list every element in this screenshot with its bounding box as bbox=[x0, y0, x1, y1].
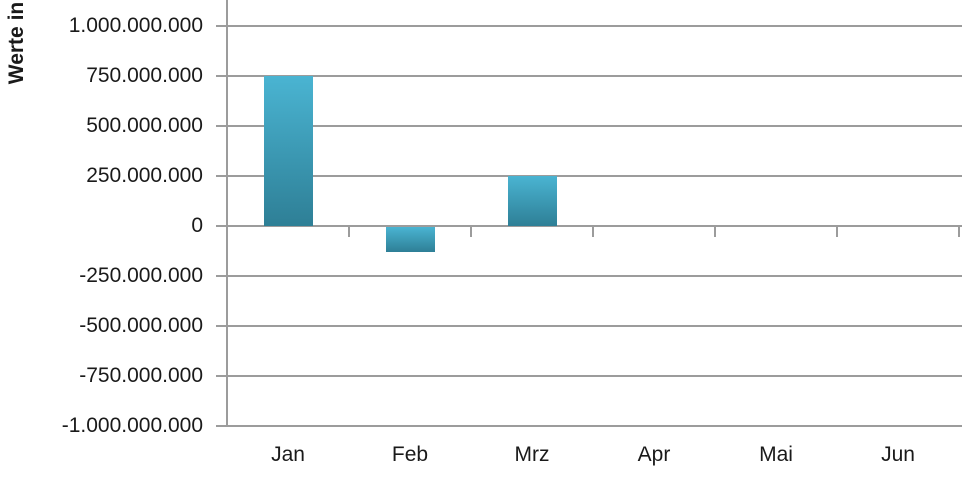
x-tick-label: Jan bbox=[271, 443, 305, 466]
x-tick-label: Mai bbox=[759, 443, 793, 466]
y-tick-label: -750.000.000 bbox=[79, 364, 203, 387]
x-tick-label: Jun bbox=[881, 443, 915, 466]
x-tick-label: Apr bbox=[637, 443, 671, 466]
y-tick-label: -250.000.000 bbox=[79, 264, 203, 287]
y-axis-tick bbox=[216, 175, 226, 177]
y-tick-label: 250.000.000 bbox=[86, 164, 203, 187]
bar-jan bbox=[264, 76, 313, 226]
x-axis-tick bbox=[958, 226, 960, 237]
x-axis-tick bbox=[836, 226, 838, 237]
y-axis-tick bbox=[216, 275, 226, 277]
gridline bbox=[226, 175, 962, 177]
y-tick-label: -1.000.000.000 bbox=[61, 414, 203, 437]
x-tick-label: Feb bbox=[391, 443, 429, 466]
bar-mrz bbox=[508, 176, 557, 226]
y-axis-tick bbox=[216, 325, 226, 327]
y-axis-tick bbox=[216, 125, 226, 127]
gridline bbox=[226, 25, 962, 27]
x-tick-label: Mrz bbox=[514, 443, 550, 466]
y-tick-label: -500.000.000 bbox=[79, 314, 203, 337]
x-axis-tick bbox=[348, 226, 350, 237]
x-axis-tick bbox=[592, 226, 594, 237]
gridline bbox=[226, 325, 962, 327]
y-axis-tick bbox=[216, 75, 226, 77]
gridline bbox=[226, 275, 962, 277]
y-axis-tick bbox=[216, 225, 226, 227]
gridline bbox=[226, 225, 962, 227]
y-tick-label: 1.000.000.000 bbox=[68, 14, 203, 37]
y-axis-tick bbox=[216, 425, 226, 427]
y-axis-tick bbox=[216, 25, 226, 27]
y-tick-label: 500.000.000 bbox=[86, 114, 203, 137]
x-axis-tick bbox=[470, 226, 472, 237]
y-axis-line bbox=[226, 0, 228, 427]
gridline bbox=[226, 425, 962, 427]
gridline bbox=[226, 375, 962, 377]
bar-feb bbox=[386, 227, 435, 252]
gridline bbox=[226, 75, 962, 77]
gridline bbox=[226, 125, 962, 127]
y-tick-label: 0 bbox=[191, 214, 203, 237]
y-tick-label: 750.000.000 bbox=[86, 64, 203, 87]
y-axis-tick bbox=[216, 375, 226, 377]
x-axis-tick bbox=[714, 226, 716, 237]
